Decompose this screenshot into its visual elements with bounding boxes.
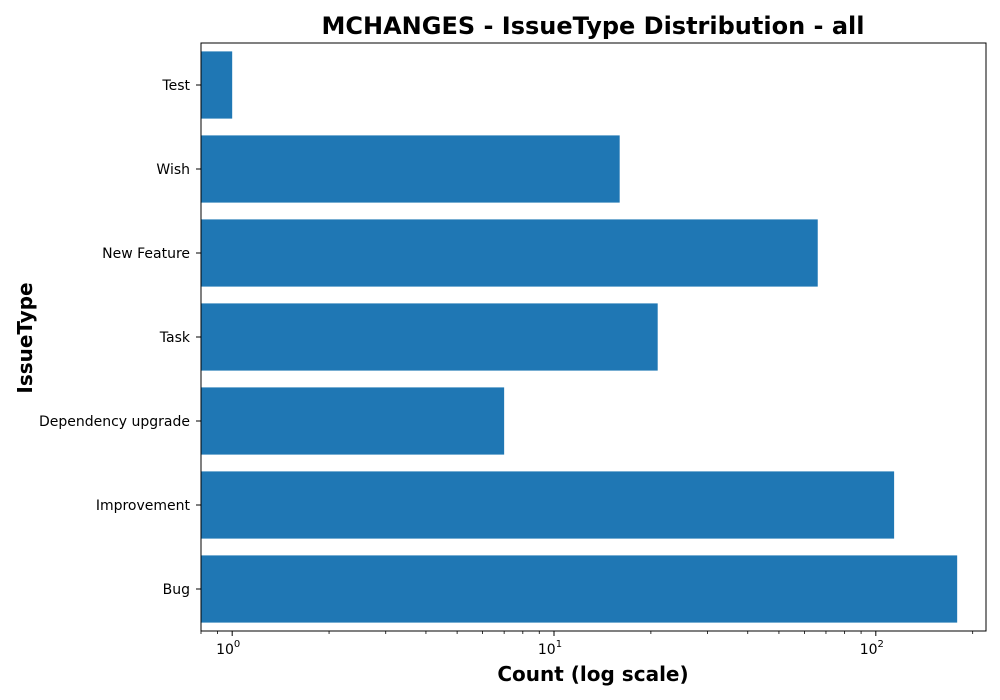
bar-dependency-upgrade: [201, 387, 505, 455]
y-tick-label: Bug: [163, 582, 190, 598]
bar-new-feature: [201, 219, 818, 287]
bar-wish: [201, 135, 620, 203]
y-axis-label: IssueType: [13, 282, 37, 393]
y-tick-label: New Feature: [102, 246, 190, 262]
chart-title: MCHANGES - IssueType Distribution - all: [322, 12, 865, 40]
bar-task: [201, 303, 658, 371]
x-tick-label: 101: [538, 639, 562, 658]
bar-bug: [201, 555, 958, 623]
y-tick-label: Task: [159, 330, 191, 346]
y-tick-label: Wish: [156, 162, 190, 178]
y-tick-label: Improvement: [96, 498, 191, 514]
x-tick-label: 102: [860, 639, 884, 658]
x-tick-label: 100: [216, 639, 240, 658]
bar-improvement: [201, 471, 895, 539]
bar-test: [201, 51, 233, 119]
x-axis-label: Count (log scale): [497, 662, 688, 686]
y-tick-label: Dependency upgrade: [39, 414, 190, 430]
plot-frame: [200, 42, 987, 632]
y-tick-label: Test: [161, 78, 190, 94]
plot-area: Bug Improvement Dependency upgrade Task New …: [39, 42, 987, 658]
